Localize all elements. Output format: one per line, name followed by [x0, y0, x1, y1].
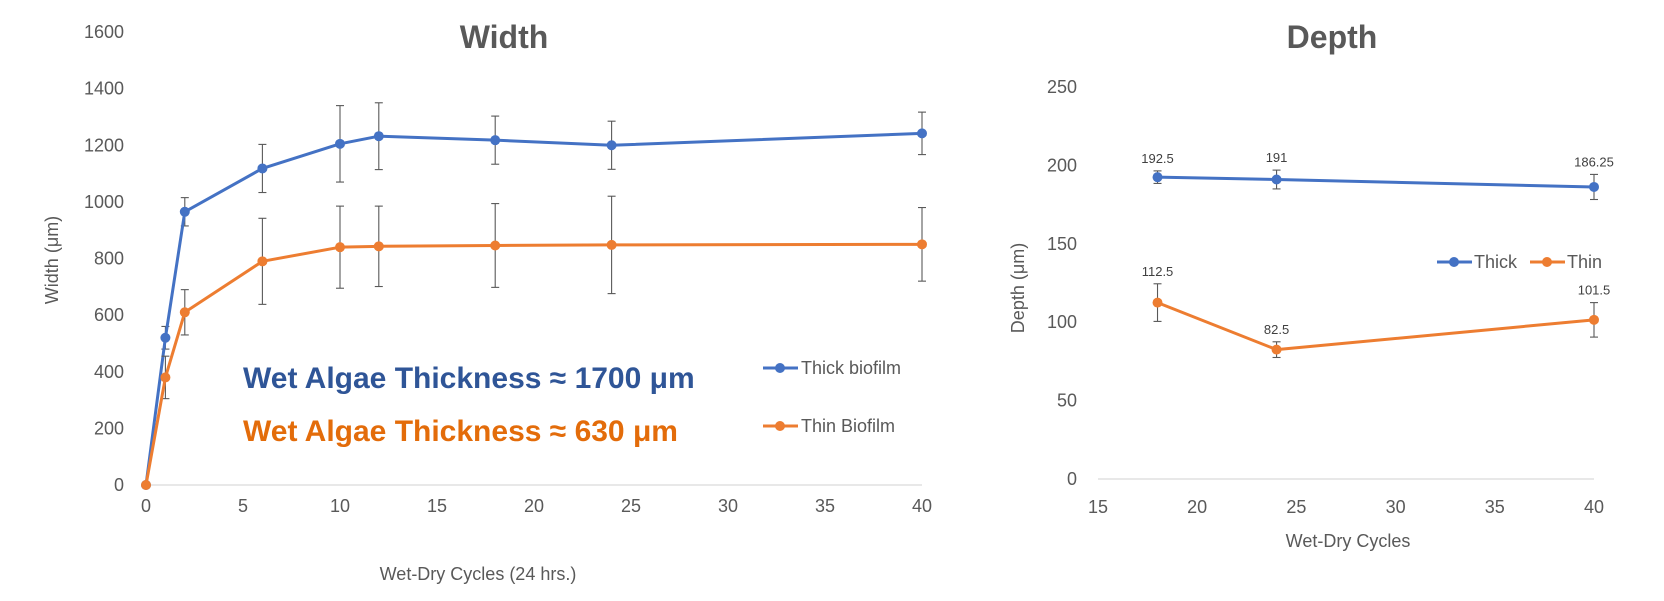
width-series-thin-point: [179, 307, 190, 318]
depth-series-thin-data-label: 82.5: [1264, 322, 1289, 337]
depth-axes: 15 20 25 30 35 40 0 50 100 150 200 250: [1047, 77, 1604, 517]
width-x-tick-label: 25: [621, 496, 641, 516]
width-y-tick-label: 0: [114, 475, 124, 495]
depth-series-thin-data-label: 112.5: [1142, 264, 1174, 279]
width-chart-title: Width: [460, 19, 549, 55]
width-chart: Width Wet-Dry Cycles (24 hrs.) Width (μm…: [42, 19, 901, 584]
depth-y-tick-label: 250: [1047, 77, 1077, 97]
width-series-thick-point: [160, 332, 171, 343]
width-series-thick-point: [179, 206, 190, 217]
depth-x-tick-label: 20: [1187, 497, 1207, 517]
width-series-thin-point: [606, 239, 617, 250]
legend-thick-biofilm-label: Thick biofilm: [801, 358, 901, 378]
thick-thickness-annotation: Wet Algae Thickness ≈ 1700 μm: [243, 362, 695, 395]
thin-thickness-annotation: Wet Algae Thickness ≈ 630 μm: [243, 415, 678, 448]
width-series-thick-point: [917, 128, 927, 139]
depth-series-thick-data-label: 192.5: [1141, 151, 1174, 166]
depth-plot-area: 192.5 191 186.25 112.5 82.5 101.5: [1141, 150, 1614, 359]
depth-series-thick-point: [1589, 181, 1599, 192]
depth-x-tick-label: 40: [1584, 497, 1604, 517]
width-series-thin-point: [141, 480, 151, 490]
depth-x-tick-label: 25: [1286, 497, 1306, 517]
width-series-thin-point: [335, 242, 345, 253]
depth-y-tick-label: 200: [1047, 155, 1077, 175]
width-x-tick-label: 40: [912, 496, 932, 516]
depth-y-tick-label: 0: [1067, 469, 1077, 489]
depth-x-tick-label: 15: [1088, 497, 1108, 517]
depth-x-tick-label: 30: [1386, 497, 1406, 517]
width-legend: Thick biofilm Thin Biofilm: [763, 358, 901, 436]
width-y-tick-label: 600: [94, 305, 124, 325]
legend-thin-marker: [1542, 257, 1552, 267]
width-x-axis-title: Wet-Dry Cycles (24 hrs.): [380, 564, 577, 584]
width-y-tick-label: 1000: [84, 192, 124, 212]
depth-series-thick-point: [1271, 174, 1282, 185]
width-y-tick-label: 400: [94, 362, 124, 382]
legend-thin-biofilm-label: Thin Biofilm: [801, 416, 895, 436]
width-series-thin-point: [373, 241, 384, 252]
width-y-tick-label: 200: [94, 418, 124, 438]
width-series-thin-point: [917, 239, 927, 250]
legend-thick-label: Thick: [1474, 252, 1518, 272]
width-axes: 0 5 10 15 20 25 30 35 40020040060080010001200140…: [84, 22, 932, 516]
depth-y-axis-title: Depth (μm): [1008, 243, 1028, 333]
depth-x-tick-label: 35: [1485, 497, 1505, 517]
depth-legend: Thick Thin: [1437, 252, 1602, 272]
depth-y-tick-label: 150: [1047, 234, 1077, 254]
depth-series-thin-line: [1156, 301, 1595, 352]
width-x-tick-label: 30: [718, 496, 738, 516]
depth-series-thin-point: [1589, 314, 1599, 325]
width-series-thin-point: [490, 240, 501, 251]
width-plot-area: [141, 102, 927, 490]
legend-thin-label: Thin: [1567, 252, 1602, 272]
width-y-tick-label: 1200: [84, 135, 124, 155]
width-y-tick-label: 800: [94, 249, 124, 269]
width-x-tick-label: 20: [524, 496, 544, 516]
depth-x-axis-title: Wet-Dry Cycles: [1286, 531, 1411, 551]
width-series-thick-point: [490, 135, 501, 146]
depth-y-tick-label: 100: [1047, 312, 1077, 332]
width-x-tick-label: 15: [427, 496, 447, 516]
width-x-tick-label: 35: [815, 496, 835, 516]
width-series-thick-point: [257, 163, 268, 174]
width-series-thin-point: [160, 372, 171, 383]
width-series-thick-point: [335, 138, 345, 149]
depth-series-thick-line: [1157, 175, 1595, 189]
width-series-thin-point: [257, 256, 268, 267]
width-y-axis-title: Width (μm): [42, 216, 62, 304]
width-y-tick-label: 1400: [84, 79, 124, 99]
width-x-tick-label: 10: [330, 496, 350, 516]
depth-series-thin-data-label: 101.5: [1578, 283, 1611, 298]
depth-chart: Depth Wet-Dry Cycles Depth (μm) Thick Th…: [1008, 19, 1602, 551]
depth-series-thin-point: [1271, 344, 1282, 355]
width-y-tick-label: 1600: [84, 22, 124, 42]
legend-thin-biofilm-marker: [775, 421, 785, 431]
depth-series-thin-point: [1152, 297, 1163, 308]
depth-series-thick-point: [1152, 172, 1163, 183]
depth-series-thick-data-label: 186.25: [1574, 154, 1614, 169]
depth-y-tick-label: 50: [1057, 391, 1077, 411]
depth-chart-title: Depth: [1287, 19, 1378, 55]
legend-thick-biofilm-marker: [775, 363, 785, 373]
depth-series-thick-data-label: 191: [1266, 150, 1288, 165]
width-series-thick-point: [373, 131, 384, 142]
width-x-tick-label: 5: [238, 496, 248, 516]
width-series-thick-point: [606, 140, 617, 151]
width-x-tick-label: 0: [141, 496, 151, 516]
legend-thick-marker: [1449, 257, 1459, 267]
